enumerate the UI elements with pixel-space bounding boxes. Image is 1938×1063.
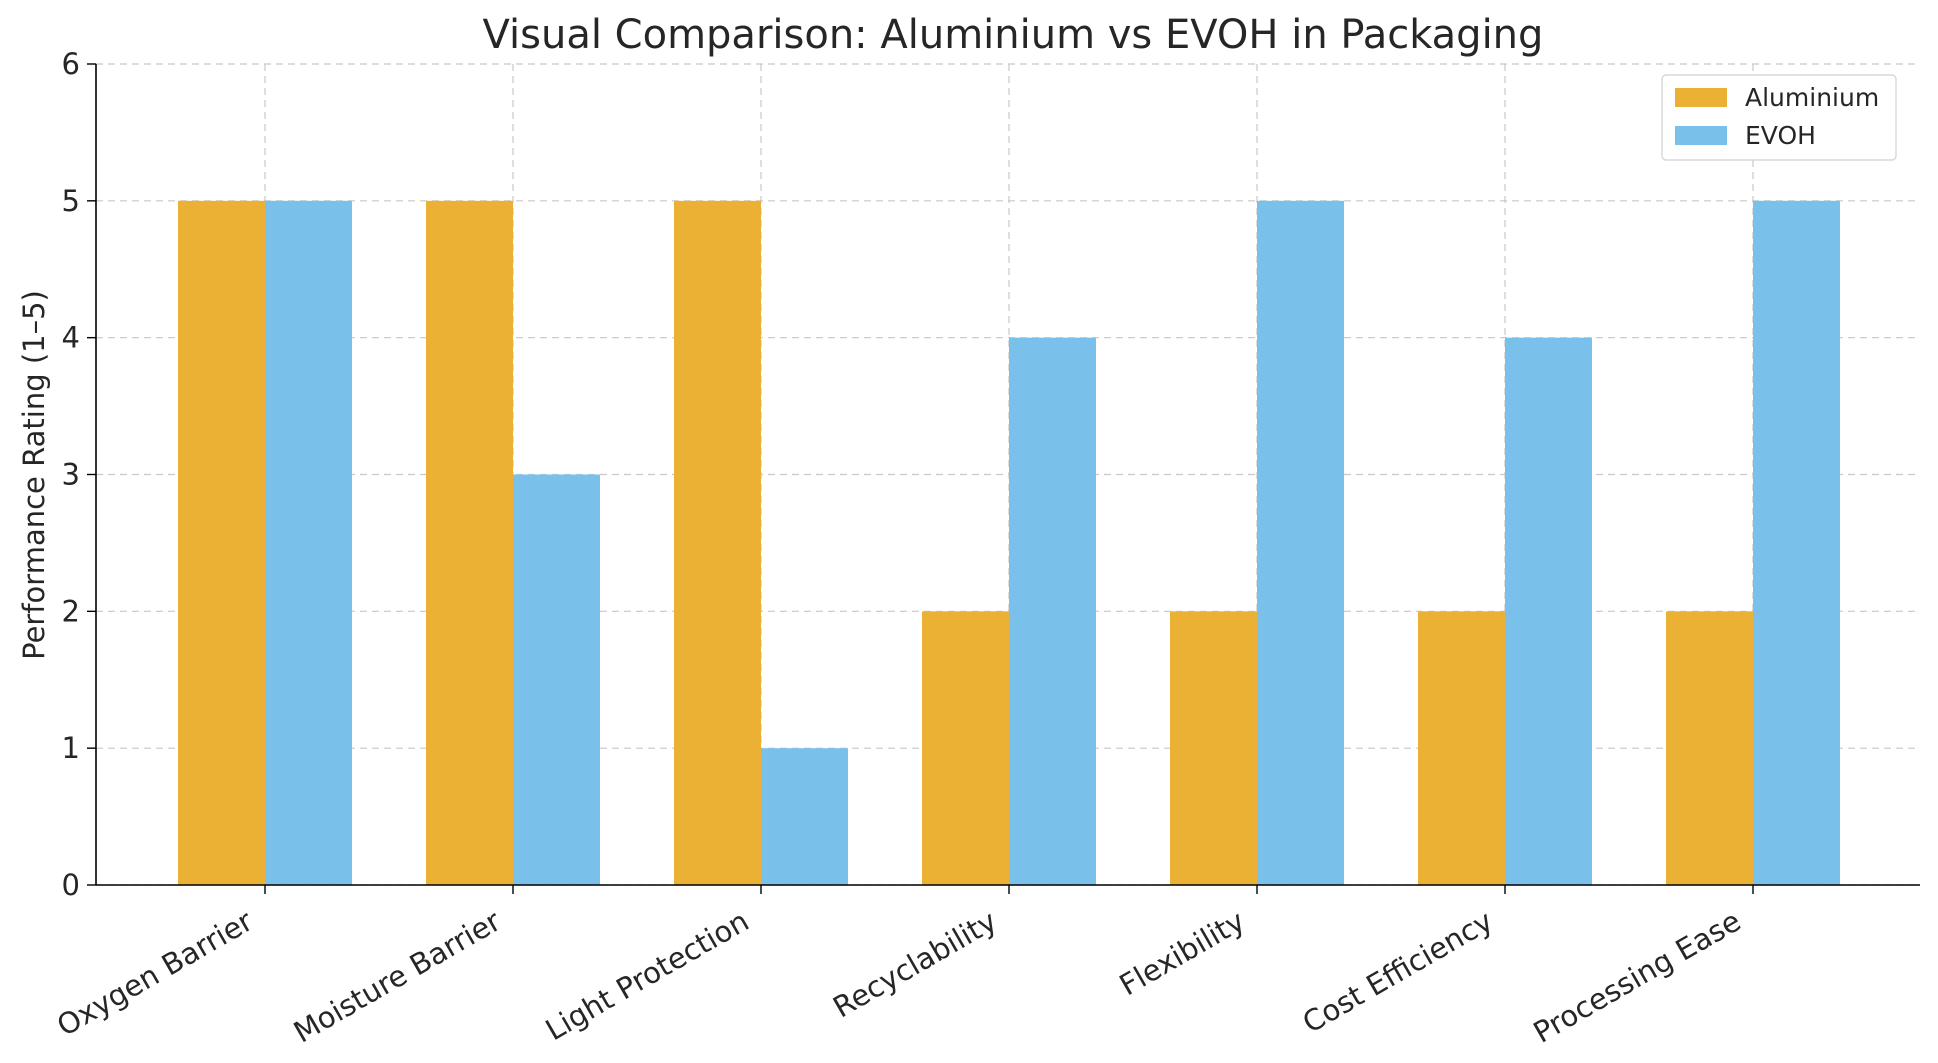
- legend-swatch-evoh: [1675, 126, 1727, 145]
- x-tick-label: Recyclability: [827, 904, 1002, 1025]
- bar-evoh-flexibility: [1257, 200, 1344, 886]
- y-tick-label: 4: [62, 321, 80, 355]
- bar-evoh-moisture-barrier: [513, 474, 600, 885]
- x-tick-labels: Oxygen Barrier Moisture Barrier Light Prot…: [51, 904, 1746, 1050]
- bar-aluminium-recyclability: [922, 611, 1009, 885]
- legend-label-aluminium: Aluminium: [1745, 83, 1879, 112]
- legend-swatch-aluminium: [1675, 88, 1727, 107]
- bar-evoh-oxygen-barrier: [265, 200, 352, 886]
- bar-aluminium-cost-efficiency: [1418, 611, 1505, 885]
- bar-aluminium-oxygen-barrier: [178, 200, 265, 886]
- y-tick-label: 1: [62, 731, 80, 765]
- y-tick-label: 0: [62, 868, 80, 902]
- x-tick-label: Moisture Barrier: [288, 904, 507, 1050]
- x-tick-label: Oxygen Barrier: [51, 904, 258, 1043]
- bar-aluminium-processing-ease: [1666, 611, 1753, 885]
- bar-aluminium-light-protection: [674, 200, 761, 886]
- x-tick-label: Light Protection: [540, 904, 755, 1048]
- bar-evoh-processing-ease: [1753, 200, 1840, 886]
- axes: [87, 63, 1920, 894]
- x-tick-label: Processing Ease: [1528, 904, 1747, 1050]
- bars: [178, 200, 1840, 886]
- bar-aluminium-flexibility: [1170, 611, 1257, 885]
- y-tick-labels: 0 1 2 3 4 5 6: [62, 47, 80, 902]
- bar-evoh-light-protection: [761, 748, 848, 885]
- x-tick-label: Flexibility: [1114, 904, 1251, 1003]
- y-tick-label: 3: [62, 458, 80, 492]
- y-tick-label: 2: [62, 594, 80, 628]
- y-tick-label: 5: [62, 184, 80, 218]
- x-tick-label: Cost Efficiency: [1297, 904, 1499, 1040]
- legend-label-evoh: EVOH: [1745, 121, 1816, 150]
- legend: Aluminium EVOH: [1661, 74, 1897, 161]
- y-tick-label: 6: [62, 47, 80, 81]
- bar-evoh-recyclability: [1009, 337, 1096, 886]
- y-axis-label: Performance Rating (1–5): [17, 290, 51, 660]
- bar-aluminium-moisture-barrier: [426, 200, 513, 886]
- bar-evoh-cost-efficiency: [1505, 337, 1592, 886]
- chart-title: Visual Comparison: Aluminium vs EVOH in …: [483, 12, 1544, 58]
